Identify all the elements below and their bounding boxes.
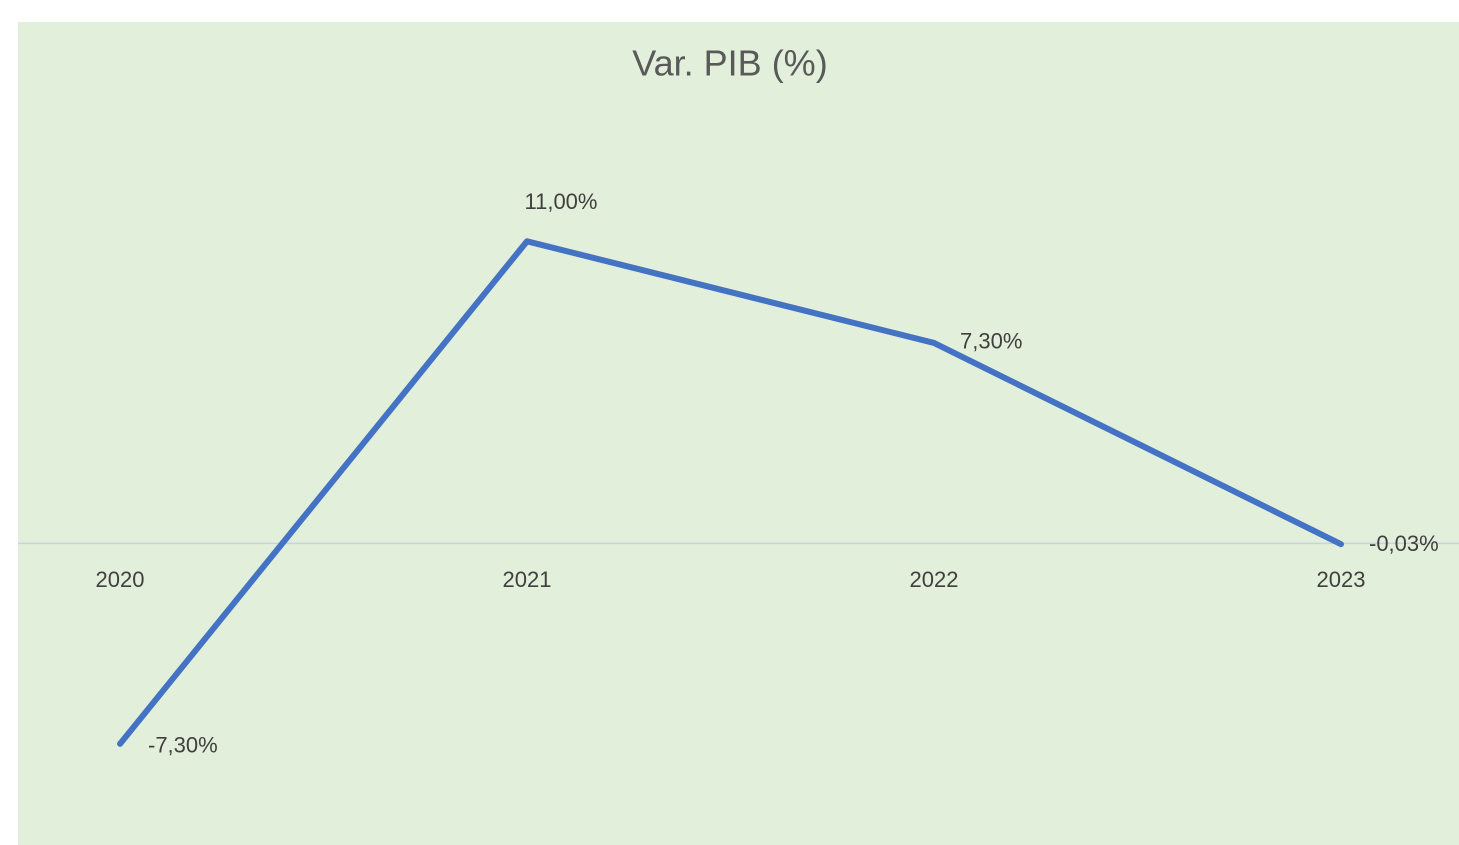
x-tick-label: 2021 [503, 567, 552, 592]
data-label: -7,30% [148, 733, 218, 758]
chart-area [18, 22, 1459, 845]
x-tick-label: 2022 [910, 567, 959, 592]
data-label: -0,03% [1369, 531, 1439, 556]
data-label: 7,30% [960, 329, 1022, 354]
data-label: 11,00% [525, 189, 598, 214]
x-tick-label: 2023 [1317, 567, 1366, 592]
data-line [117, 238, 1344, 747]
x-tick-label: 2020 [96, 567, 145, 592]
chart-title: Var. PIB (%) [632, 43, 827, 84]
